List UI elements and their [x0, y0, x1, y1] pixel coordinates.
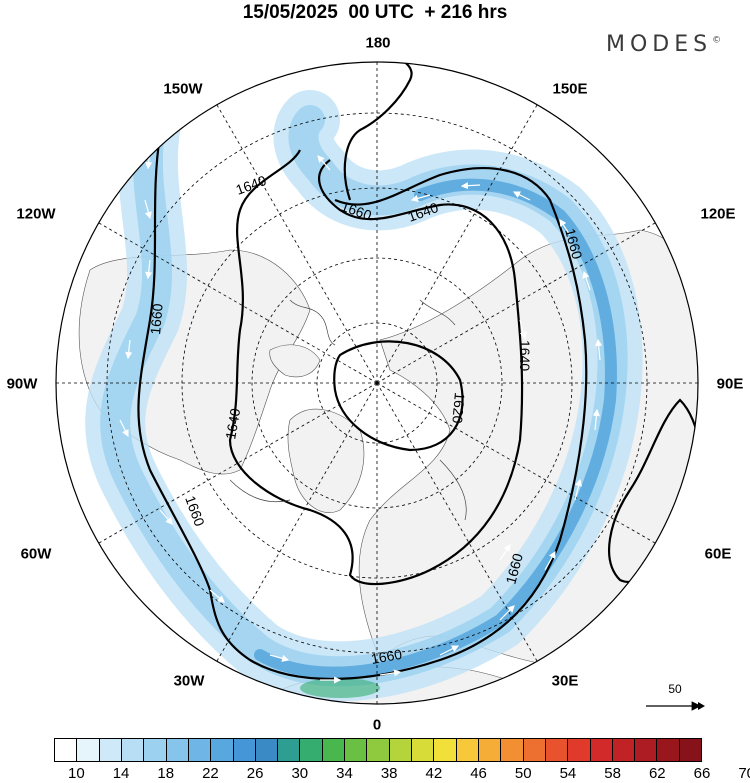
colorbar-tick-label: 18 — [157, 765, 175, 782]
land-arctic-islands — [269, 344, 321, 378]
lon-label-150e: 150E — [552, 80, 588, 98]
colorbar-cell — [478, 739, 502, 761]
map-content — [56, 62, 698, 704]
colorbar-cell — [144, 739, 167, 761]
lon-label-60e: 60E — [704, 545, 732, 563]
lon-label-0: 0 — [372, 716, 382, 734]
contour-label: 1660 — [502, 551, 526, 585]
colorbar-cell — [545, 739, 569, 761]
contour-1620 — [333, 340, 464, 452]
colorbar-cell — [456, 739, 479, 761]
colorbar-tick-label: 50 — [514, 765, 532, 782]
brand-mark: © — [712, 35, 722, 46]
brand-text: MODES — [606, 32, 713, 57]
colorbar-cell — [278, 739, 301, 761]
lon-label-120e: 120E — [700, 205, 736, 223]
lon-label-120w: 120W — [16, 205, 56, 223]
lon-label-60w: 60W — [20, 545, 52, 563]
colorbar-cells — [54, 738, 702, 762]
contour-1660-east — [608, 398, 698, 583]
graticule — [56, 62, 698, 704]
contour-label: 1640 — [517, 340, 533, 371]
colorbar-cell — [501, 739, 524, 761]
colorbar-cell — [612, 739, 636, 761]
reference-arrow-icon — [646, 701, 705, 711]
contour-label: 1640 — [222, 407, 243, 441]
colorbar-cell — [367, 739, 390, 761]
wind-vectors — [119, 149, 603, 684]
colorbar-cell — [99, 739, 122, 761]
colorbar-tick-label: 30 — [291, 765, 309, 782]
lon-label-150w: 150W — [163, 80, 203, 98]
colorbar-cell — [389, 739, 412, 761]
colorbar-cell — [233, 739, 256, 761]
jet-max-green — [300, 678, 380, 698]
contour-label: 1660 — [370, 646, 404, 667]
lon-label-30e: 30E — [551, 672, 579, 690]
colorbar-cell — [211, 739, 234, 761]
colorbar-cell — [55, 739, 78, 761]
colorbar-tick-label: 26 — [246, 765, 264, 782]
colorbar-cell — [345, 739, 368, 761]
colorbar-tick-label: 54 — [559, 765, 577, 782]
contour-label: 1620 — [449, 392, 468, 425]
contour-1640 — [228, 62, 524, 586]
colorbar-cell — [679, 739, 702, 761]
contours — [137, 62, 698, 681]
chart-title: 15/05/2025 00 UTC + 216 hrs — [242, 2, 508, 23]
coastlines — [229, 299, 467, 521]
colorbar-cell — [121, 739, 145, 761]
colorbar-cell — [523, 739, 546, 761]
colorbar-tick-label: 22 — [202, 765, 219, 782]
colorbar-cell — [568, 739, 591, 761]
colorbar-tick-label: 34 — [336, 765, 353, 782]
colorbar-tick-label: 58 — [604, 765, 621, 782]
contour-label: 1660 — [147, 303, 166, 336]
colorbar-tick-label: 42 — [425, 765, 443, 782]
map-border — [55, 61, 699, 705]
wind-shading — [85, 90, 643, 702]
colorbar-cell — [77, 739, 100, 761]
colorbar-cell — [590, 739, 613, 761]
contour-1660-inner — [137, 134, 588, 681]
colorbar-cell — [255, 739, 279, 761]
colorbar-ticks: 10 14 18 22 26 30 34 38 42 46 50 54 58 62 66 70 — [54, 765, 750, 783]
colorbar-cell — [412, 739, 435, 761]
jet-band-core — [254, 178, 617, 679]
brand-logo: MODES© — [606, 32, 721, 57]
colorbar-cell — [635, 739, 658, 761]
colorbar-cell — [300, 739, 323, 761]
contour-label: 1660 — [562, 227, 586, 261]
reference-vector: 50 — [644, 682, 706, 712]
reference-vector-label: 50 — [668, 682, 682, 696]
lon-label-90e: 90E — [716, 375, 744, 393]
colorbar-cell — [188, 739, 212, 761]
colorbar-tick-label: 46 — [470, 765, 487, 782]
lon-label-180: 180 — [365, 34, 391, 52]
colorbar-cell — [434, 739, 457, 761]
colorbar-cell — [166, 739, 189, 761]
colorbar-cell — [322, 739, 346, 761]
colorbar-cell — [657, 739, 680, 761]
lon-label-30w: 30W — [173, 672, 205, 690]
lon-label-90w: 90W — [6, 375, 38, 393]
colorbar: 10 14 18 22 26 30 34 38 42 46 50 54 58 62 66 70 — [54, 738, 750, 782]
colorbar-tick-label: 70 — [738, 765, 750, 782]
colorbar-tick-label: 62 — [648, 765, 666, 782]
colorbar-tick-label: 14 — [112, 765, 130, 782]
colorbar-tick-label: 38 — [380, 765, 398, 782]
colorbar-tick-label: 10 — [68, 765, 85, 782]
colorbar-tick-label: 66 — [693, 765, 711, 782]
